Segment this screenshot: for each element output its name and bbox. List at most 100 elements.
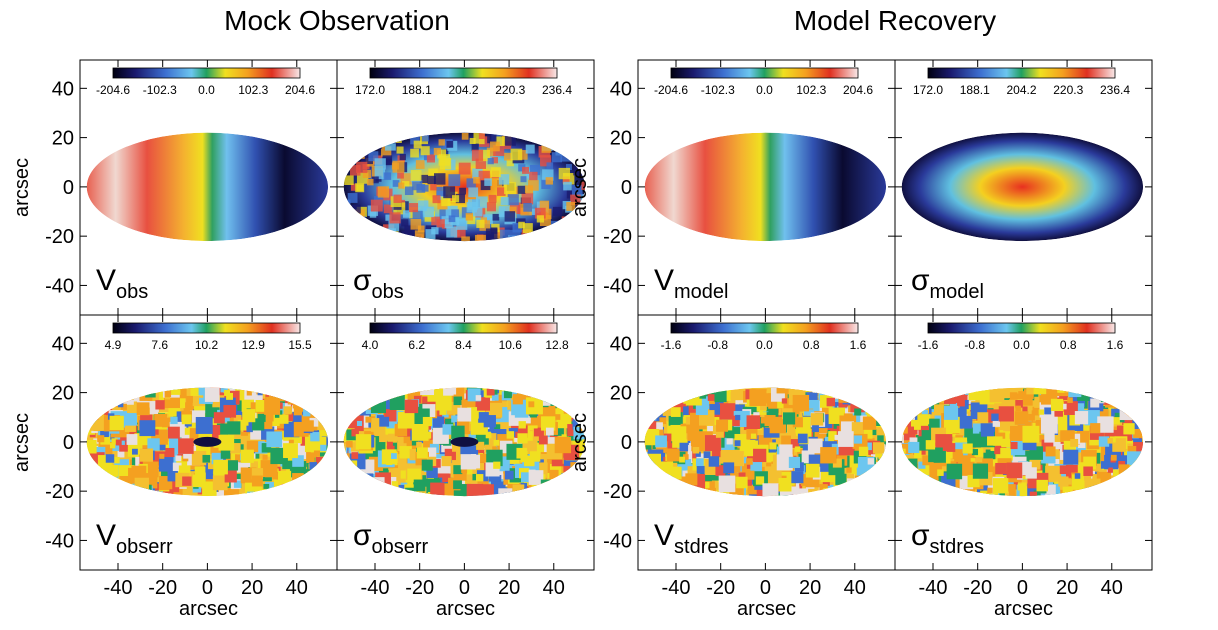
map-pixel: [86, 471, 94, 480]
map-pixel: [877, 466, 887, 478]
colorbar-label: -102.3: [143, 83, 177, 97]
map-pixel: [139, 420, 156, 437]
map-pixel: [385, 139, 396, 151]
map-pixel: [391, 481, 398, 488]
y-tick-label: 0: [63, 177, 74, 199]
map-pixel: [858, 446, 869, 457]
map-pixel: [374, 387, 390, 400]
map-pixel: [390, 133, 400, 142]
map-pixel: [453, 465, 463, 475]
map-pixel: [310, 432, 320, 442]
map-pixel: [991, 413, 999, 421]
map-pixel: [528, 470, 544, 485]
map-pixel: [1131, 471, 1144, 484]
map-pixel: [659, 479, 670, 491]
map-pixel: [673, 480, 689, 496]
map-pixel: [405, 387, 411, 393]
map-pixel: [1124, 402, 1139, 417]
map-pixel: [86, 483, 94, 495]
map-pixel: [644, 484, 648, 491]
map-pixel: [213, 459, 228, 475]
map-pixel: [443, 186, 456, 199]
map-pixel: [235, 454, 243, 462]
map-pixel: [1132, 470, 1138, 476]
map-pixel: [914, 450, 922, 459]
map-pixel: [539, 200, 550, 211]
map-pixel: [574, 448, 586, 460]
map-pixel: [246, 425, 253, 433]
map-pixel: [529, 164, 541, 176]
map: [901, 387, 1144, 497]
map-pixel: [308, 487, 321, 497]
map-pixel: [552, 487, 570, 497]
colorbar-label: 10.2: [195, 338, 219, 352]
map-pixel: [444, 448, 456, 461]
map-pixel: [298, 435, 308, 446]
map-pixel: [1112, 469, 1120, 477]
map-pixel: [1068, 387, 1082, 398]
map-pixel: [362, 169, 371, 178]
map-pixel: [518, 164, 526, 172]
map-pixel: [348, 231, 361, 242]
map-pixel: [391, 162, 399, 170]
map-pixel: [520, 456, 527, 463]
map-pixel: [1044, 407, 1052, 415]
map: [901, 132, 1144, 242]
map-pixel: [550, 220, 559, 229]
map-pixel: [675, 487, 684, 496]
map-pixel: [921, 409, 928, 417]
map-pixel: [366, 229, 377, 240]
map-pixel: [1006, 462, 1023, 479]
map-pixel: [103, 387, 120, 403]
map-pixel: [1104, 481, 1116, 493]
map-pixel: [850, 466, 859, 474]
map-pixel: [1107, 438, 1114, 444]
map-pixel: [653, 395, 666, 407]
map-pixel: [159, 453, 165, 459]
map-pixel: [1053, 441, 1061, 450]
map-pixel: [512, 484, 525, 497]
map-pixel: [901, 474, 913, 489]
map-pixel: [685, 473, 698, 486]
map-pixel: [1074, 473, 1081, 479]
map-pixel: [313, 478, 325, 490]
map-pixel: [351, 428, 359, 437]
map-pixel: [421, 459, 433, 471]
map-pixel: [1064, 387, 1075, 393]
map-pixel: [411, 423, 429, 441]
map-pixel: [864, 491, 874, 497]
map-pixel: [959, 462, 974, 476]
map-pixel: [561, 395, 568, 402]
map-pixel: [371, 176, 379, 184]
map-pixel: [263, 483, 270, 490]
map-pixel: [381, 146, 392, 157]
map-pixel: [659, 417, 667, 425]
map-pixel: [434, 409, 443, 418]
map-pixel: [86, 387, 96, 400]
map-pixel: [261, 443, 272, 453]
map-pixel: [925, 440, 936, 450]
map-pixel: [391, 453, 397, 459]
map-pixel: [552, 206, 562, 216]
map-pixel: [347, 220, 358, 231]
map-pixel: [448, 463, 456, 471]
y-axis-label: arcsec: [569, 158, 591, 217]
map-pixel: [689, 486, 698, 495]
map-pixel: [100, 434, 111, 445]
map-pixel: [170, 416, 178, 425]
map-pixel: [912, 414, 921, 423]
colorbar-label: 220.3: [495, 83, 525, 97]
map-pixel: [386, 420, 395, 429]
map-pixel: [558, 228, 570, 240]
map-pixel: [349, 215, 362, 228]
map-pixel: [1134, 442, 1143, 451]
map-pixel: [161, 470, 170, 480]
map-pixel: [370, 397, 386, 414]
map-pixel: [522, 415, 531, 424]
map-pixel: [459, 187, 466, 195]
panel-subscript: obserr: [372, 536, 429, 558]
map-pixel: [1030, 459, 1041, 470]
map-pixel: [989, 387, 1005, 403]
map-pixel: [283, 387, 300, 400]
x-tick-label: -20: [963, 577, 992, 599]
